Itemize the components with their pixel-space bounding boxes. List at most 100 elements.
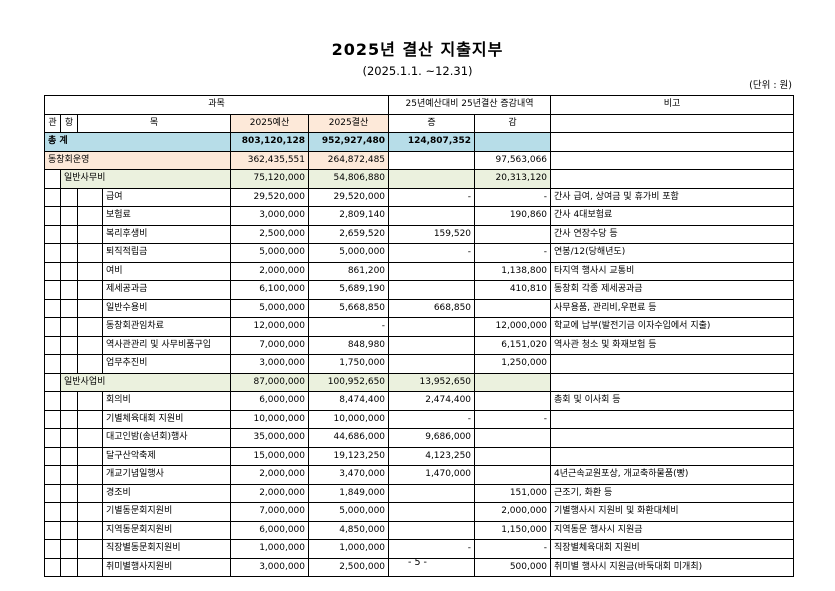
increase-cell: - (388, 409, 476, 429)
settlement-cell: 264,872,485 (307, 150, 390, 170)
settlement-cell: 5,689,190 (307, 280, 390, 300)
settlement-cell: 1,000,000 (307, 539, 390, 559)
increase-cell (388, 150, 476, 170)
remark-cell: 취미별 행사시 지원금(바둑대회 미개최) (550, 557, 795, 577)
budget-cell: 7,000,000 (230, 502, 309, 522)
row-label: 급여 (102, 187, 231, 207)
gwan-cell (44, 317, 61, 337)
mok-indent-cell (77, 354, 103, 374)
table-row: 동창회관임차료 12,000,000-12,000,000 학교에 납부(발전기금 … (44, 317, 795, 337)
mok-indent-cell (77, 206, 103, 226)
increase-cell: 668,850 (388, 298, 476, 318)
decrease-cell: - (474, 409, 552, 429)
header-settlement: 2025결산 (307, 113, 390, 133)
row-label: 총 계 (44, 132, 231, 152)
hang-row: 일반사업비 87,000,000 100,952,650 13,952,650 (44, 372, 795, 392)
row-label: 경조비 (102, 483, 231, 503)
gwan-cell (44, 243, 61, 263)
gwan-cell (44, 187, 61, 207)
remark-cell (550, 132, 795, 152)
remark-cell: 연봉/12(당해년도) (550, 243, 795, 263)
mok-indent-cell (77, 539, 103, 559)
page-number: - 5 - (408, 557, 427, 568)
table-row: 일반수용비 5,000,000 5,668,850 668,850 사무용품, 관리비,… (44, 298, 795, 318)
header-row-2: 관 항 목 2025예산 2025결산 증 감 (44, 113, 795, 133)
row-label: 일반사무비 (60, 169, 231, 189)
mok-indent-cell (77, 224, 103, 244)
table-row: 역사관관리 및 사무비품구입 7,000,000 848,980 6,151,020 역… (44, 335, 795, 355)
budget-cell: 5,000,000 (230, 298, 309, 318)
increase-cell: 9,686,000 (388, 428, 476, 448)
table-row: 회의비 6,000,000 8,474,400 2,474,400 총회 및 이사회 등 (44, 391, 795, 411)
settlement-cell: - (307, 317, 390, 337)
decrease-cell: 190,860 (474, 206, 552, 226)
decrease-cell (474, 465, 552, 485)
increase-cell: - (388, 187, 476, 207)
mok-indent-cell (77, 280, 103, 300)
budget-cell: 10,000,000 (230, 409, 309, 429)
gwan-cell (44, 520, 61, 540)
mok-indent-cell (77, 446, 103, 466)
settlement-cell: 5,000,000 (307, 243, 390, 263)
remark-cell: 역사관 청소 및 화재보험 등 (550, 335, 795, 355)
mok-indent-cell (77, 298, 103, 318)
hang-cell (60, 335, 78, 355)
settlement-cell: 2,659,520 (307, 224, 390, 244)
table-row: 대고인밤(송년회)행사 35,000,000 44,686,000 9,686,000 (44, 428, 795, 448)
increase-cell: 1,470,000 (388, 465, 476, 485)
gwan-cell (44, 409, 61, 429)
row-label: 동창회관임차료 (102, 317, 231, 337)
row-label: 대고인밤(송년회)행사 (102, 428, 231, 448)
hang-cell (60, 224, 78, 244)
settlement-cell: 8,474,400 (307, 391, 390, 411)
hang-cell (60, 298, 78, 318)
remark-cell: 타지역 행사시 교통비 (550, 261, 795, 281)
decrease-cell: 2,000,000 (474, 502, 552, 522)
header-remarks-blank (550, 113, 795, 133)
settlement-cell: 44,686,000 (307, 428, 390, 448)
hang-cell (60, 354, 78, 374)
table-row: 기별동문회지원비 7,000,000 5,000,000 2,000,000 기별행사시… (44, 502, 795, 522)
hang-cell (60, 206, 78, 226)
page-title: 2025년 결산 지출지부 (331, 40, 504, 59)
gwan-cell (44, 169, 61, 189)
mok-indent-cell (77, 409, 103, 429)
settlement-cell: 100,952,650 (307, 372, 390, 392)
table-row: 직장별동문회지원비 1,000,000 1,000,000- - 직장별체육대회 지원비 (44, 539, 795, 559)
gwan-cell (44, 298, 61, 318)
hang-cell (60, 317, 78, 337)
gwan-cell (44, 465, 61, 485)
increase-cell (388, 206, 476, 226)
remark-cell: 간사 4대보험료 (550, 206, 795, 226)
decrease-cell: - (474, 539, 552, 559)
increase-cell (388, 335, 476, 355)
mok-indent-cell (77, 317, 103, 337)
decrease-cell (474, 298, 552, 318)
expenditure-table: 과목 25년예산대비 25년결산 증감내역 비고 관 항 목 2025예산 20… (43, 95, 795, 577)
gwan-cell (44, 446, 61, 466)
remark-cell: 지역동문 행사시 지원금 (550, 520, 795, 540)
table-row: 보험료 3,000,000 2,809,140 190,860 간사 4대보험료 (44, 206, 795, 226)
increase-cell: 124,807,352 (388, 132, 476, 152)
increase-cell (388, 317, 476, 337)
header-mok: 목 (77, 113, 231, 133)
row-label: 동창회운영 (44, 150, 231, 170)
settlement-cell: 10,000,000 (307, 409, 390, 429)
decrease-cell (474, 391, 552, 411)
settlement-cell: 952,927,480 (307, 132, 390, 152)
gwan-cell (44, 372, 61, 392)
increase-cell: - (388, 243, 476, 263)
budget-cell: 1,000,000 (230, 539, 309, 559)
decrease-cell: 1,138,800 (474, 261, 552, 281)
budget-cell: 362,435,551 (230, 150, 309, 170)
settlement-cell: 19,123,250 (307, 446, 390, 466)
budget-cell: 2,000,000 (230, 465, 309, 485)
row-label: 개교기념일행사 (102, 465, 231, 485)
row-label: 취미별행사지원비 (102, 557, 231, 577)
mok-indent-cell (77, 243, 103, 263)
mok-indent-cell (77, 465, 103, 485)
table-row: 취미별행사지원비 3,000,000 2,500,000 500,000 취미별 행사시… (44, 557, 795, 577)
mok-indent-cell (77, 520, 103, 540)
hang-cell (60, 428, 78, 448)
table-row: 기별체육대회 지원비 10,000,000 10,000,000- - (44, 409, 795, 429)
